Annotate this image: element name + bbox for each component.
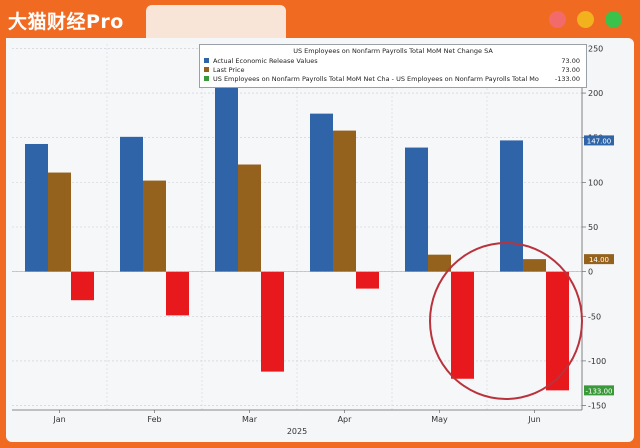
x-tick-label: May [431, 415, 448, 424]
chart-title: US Employees on Nonfarm Payrolls Total M… [293, 47, 493, 55]
maximize-window-button[interactable] [605, 11, 622, 28]
y-tick-label: 250 [588, 44, 603, 53]
axis-value-tag-label: 14.00 [589, 256, 609, 264]
legend-value-actual: 73.00 [561, 57, 580, 65]
y-tick-label: 0 [588, 268, 593, 277]
chart-panel: -150-100-50050100150200250JanFebMarAprMa… [6, 38, 634, 442]
minimize-window-button[interactable] [577, 11, 594, 28]
title-bar: 大猫财经Pro [0, 0, 640, 38]
brand-logo: 大猫财经Pro [8, 11, 124, 33]
legend-value-last-price: 73.00 [561, 66, 580, 74]
bar-jan-series-3 [71, 271, 94, 301]
bar-mar-series-2 [238, 164, 261, 272]
axis-value-tag-label: -133.00 [585, 387, 612, 395]
x-tick-label: Feb [147, 415, 161, 424]
legend-swatch-actual [204, 58, 209, 63]
axis-value-tag [584, 385, 614, 396]
bar-apr-series-2 [333, 130, 356, 272]
bar-may-series-2 [428, 254, 451, 272]
close-window-button[interactable] [549, 11, 566, 28]
y-tick-label: 200 [588, 89, 603, 98]
y-tick-label: -100 [588, 357, 606, 366]
legend-label-difference: US Employees on Nonfarm Payrolls Total M… [213, 75, 539, 83]
y-tick-label: 100 [588, 178, 603, 187]
x-axis-label: 2025 [287, 427, 307, 436]
bar-jan-series-1 [25, 143, 48, 272]
legend-item-actual: Actual Economic Release Values 73.00 [204, 57, 580, 66]
legend-label-actual: Actual Economic Release Values [213, 57, 318, 65]
legend-item-difference: US Employees on Nonfarm Payrolls Total M… [204, 75, 580, 84]
axis-value-tag [584, 135, 614, 146]
legend-label-last-price: Last Price [213, 66, 245, 74]
y-tick-label: 50 [588, 223, 598, 232]
bar-feb-series-1 [120, 136, 143, 272]
bar-mar-series-3 [261, 271, 284, 372]
legend-swatch-last-price [204, 67, 209, 72]
window-tab[interactable] [146, 5, 286, 38]
bar-chart: -150-100-50050100150200250JanFebMarAprMa… [12, 44, 614, 436]
axis-value-tag [584, 254, 614, 265]
bar-apr-series-1 [310, 113, 333, 272]
y-tick-label: -150 [588, 402, 606, 411]
bar-may-series-1 [405, 147, 428, 272]
legend-value-difference: -133.00 [554, 75, 580, 83]
bar-jan-series-2 [48, 172, 71, 272]
y-tick-label: -50 [588, 312, 601, 321]
x-tick-label: Mar [242, 415, 258, 424]
chart-legend: US Employees on Nonfarm Payrolls Total M… [199, 44, 587, 88]
highlight-circle [429, 242, 583, 400]
bar-mar-series-1 [215, 64, 238, 272]
legend-item-last-price: Last Price 73.00 [204, 66, 580, 75]
bar-jun-series-1 [500, 140, 523, 272]
axis-value-tag-label: 147.00 [587, 137, 612, 145]
bar-apr-series-3 [356, 271, 379, 289]
x-tick-label: Apr [338, 415, 353, 424]
bar-feb-series-2 [143, 180, 166, 272]
x-tick-label: Jun [527, 415, 541, 424]
x-tick-label: Jan [52, 415, 65, 424]
legend-swatch-difference [204, 76, 209, 81]
bar-feb-series-3 [166, 271, 189, 316]
